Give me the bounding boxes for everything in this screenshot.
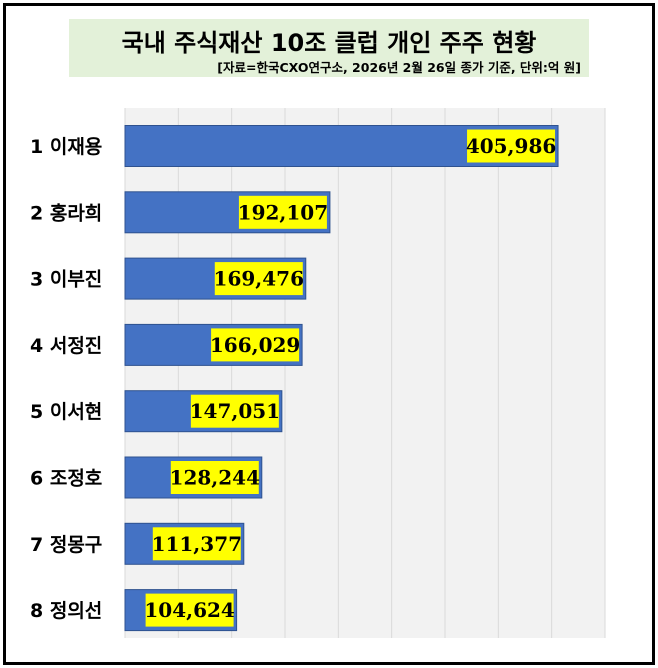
bars-group: 1 이재용 405,986 2 홍라희 192,107 3 이부진 169,476 4 서정… [30, 125, 559, 632]
data-label-background [190, 394, 279, 428]
data-label-background [238, 195, 327, 229]
category-label: 6 조정호 [30, 468, 102, 490]
gridlines [177, 108, 606, 638]
data-label-background [467, 129, 556, 163]
chart-title: 국내 주식재산 10조 클럽 개인 주주 현황 [121, 29, 537, 57]
data-label-background [211, 328, 300, 362]
data-label-background [214, 262, 303, 296]
category-label: 1 이재용 [30, 136, 102, 158]
data-label: 128,244 [170, 466, 261, 490]
category-label: 3 이부진 [30, 269, 102, 291]
data-label-background [145, 593, 234, 627]
data-label: 104,624 [144, 598, 235, 622]
category-label: 8 정의선 [30, 600, 102, 622]
category-label: 5 이서현 [30, 401, 102, 423]
data-label: 147,051 [190, 399, 280, 423]
data-label: 169,476 [214, 267, 304, 291]
data-label: 405,986 [466, 134, 556, 158]
category-label: 2 홍라희 [30, 201, 102, 224]
chart-subtitle: [자료=한국CXO연구소, 2026년 2월 26일 종가 기준, 단위:억 원… [217, 60, 581, 75]
data-label-background [152, 527, 241, 561]
data-label: 192,107 [238, 200, 328, 224]
data-label: 111,377 [152, 532, 242, 556]
title-box: 국내 주식재산 10조 클럽 개인 주주 현황 [자료=한국CXO연구소, 20… [69, 19, 589, 77]
data-label-background [170, 461, 259, 494]
category-label: 4 서정진 [30, 335, 102, 357]
data-label: 166,029 [210, 333, 300, 357]
category-label: 7 정몽구 [30, 534, 102, 556]
